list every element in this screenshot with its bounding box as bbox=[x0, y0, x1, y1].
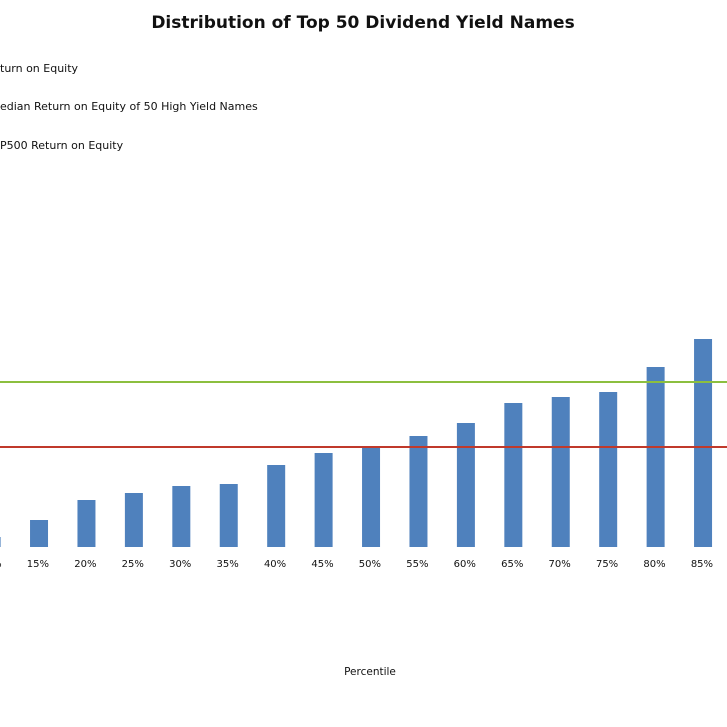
x-tick-label: 60% bbox=[454, 559, 476, 570]
bar bbox=[504, 403, 523, 547]
x-tick-label: 85% bbox=[691, 559, 713, 570]
x-tick-label: % bbox=[0, 559, 2, 570]
x-tick-label: 35% bbox=[217, 559, 239, 570]
x-tick-label: 40% bbox=[264, 559, 286, 570]
chart-title: Distribution of Top 50 Dividend Yield Na… bbox=[151, 13, 574, 33]
x-axis-title: Percentile bbox=[344, 666, 396, 678]
legend-label: edian Return on Equity of 50 High Yield … bbox=[0, 100, 258, 113]
x-tick-label: 50% bbox=[359, 559, 381, 570]
bar bbox=[551, 397, 570, 547]
bar bbox=[124, 493, 143, 547]
bar bbox=[77, 500, 96, 547]
x-tick-label: 75% bbox=[596, 559, 618, 570]
x-tick-label: 70% bbox=[549, 559, 571, 570]
x-tick-label: 80% bbox=[643, 559, 665, 570]
x-tick-label: 55% bbox=[406, 559, 428, 570]
x-tick-label: 15% bbox=[27, 559, 49, 570]
x-tick-label: 65% bbox=[501, 559, 523, 570]
bar bbox=[267, 465, 286, 547]
bar bbox=[314, 453, 333, 547]
legend-label: P500 Return on Equity bbox=[0, 139, 124, 152]
bar bbox=[0, 537, 1, 547]
legend-label: turn on Equity bbox=[0, 62, 79, 75]
bar bbox=[409, 436, 428, 547]
x-tick-label: 25% bbox=[122, 559, 144, 570]
bar bbox=[219, 484, 238, 547]
bar bbox=[362, 447, 381, 547]
bar bbox=[646, 367, 665, 547]
x-tick-label: 30% bbox=[169, 559, 191, 570]
x-tick-label: 20% bbox=[74, 559, 96, 570]
x-tick-label: 45% bbox=[311, 559, 333, 570]
bar bbox=[172, 486, 191, 547]
bar bbox=[694, 339, 713, 547]
bar bbox=[599, 392, 618, 547]
bar bbox=[30, 520, 49, 547]
bar bbox=[456, 423, 475, 547]
